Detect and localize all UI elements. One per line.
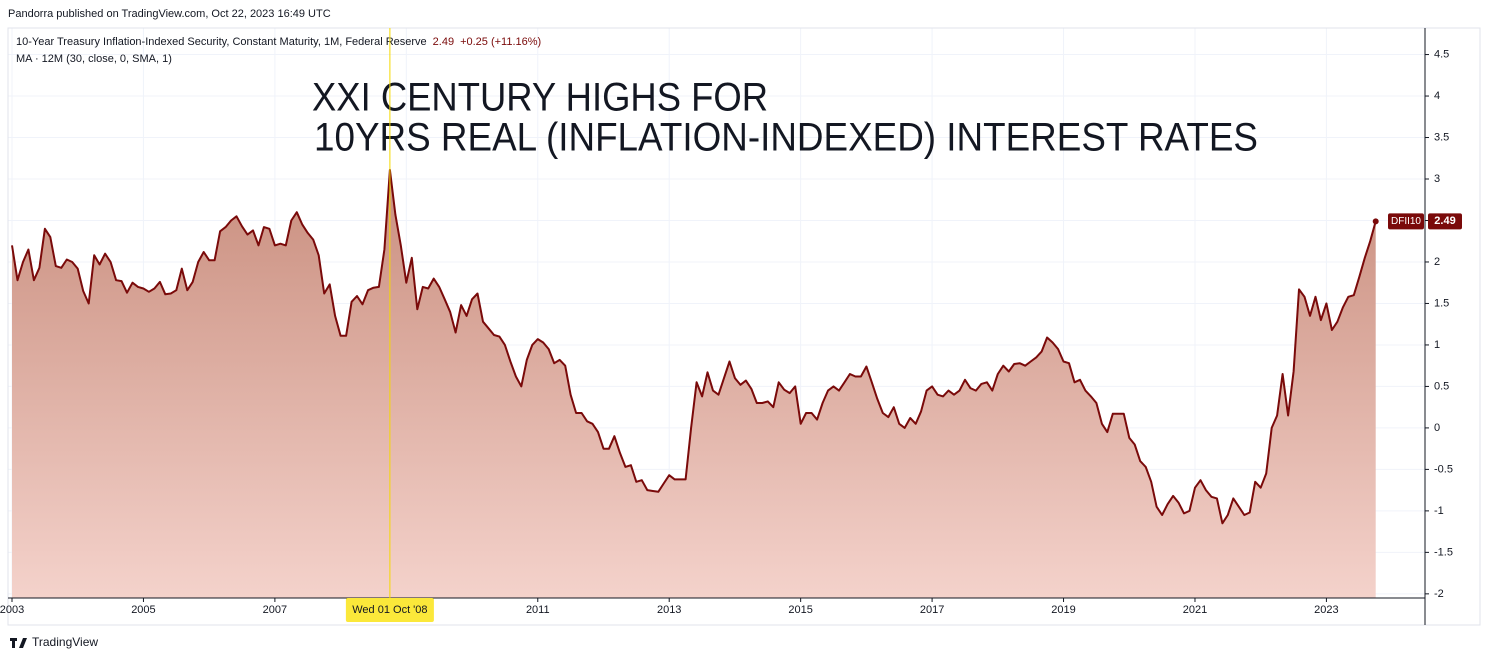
y-tick-label: -2 [1434, 588, 1444, 600]
y-tick-label: 3.5 [1434, 131, 1449, 143]
last-value: 2.49 [1434, 215, 1455, 227]
legend-change: +0.25 (+11.16%) [460, 36, 541, 48]
y-tick-label: -1 [1434, 505, 1444, 517]
last-point [1372, 218, 1379, 225]
y-tick-label: 0.5 [1434, 380, 1449, 392]
annotation: 10YRS REAL (INFLATION-INDEXED) INTEREST … [314, 116, 1258, 160]
publisher: Pandorra published on TradingView.com, O… [8, 8, 331, 20]
legend-title: 10-Year Treasury Inflation-Indexed Secur… [16, 36, 427, 48]
legend-indicator: MA · 12M (30, close, 0, SMA, 1) [16, 53, 172, 65]
x-tick-label: 2013 [657, 604, 681, 616]
x-tick-label: 2017 [920, 604, 944, 616]
y-tick-label: 2 [1434, 256, 1440, 268]
x-tick-label: 2011 [526, 604, 550, 616]
x-tick-label: 2015 [788, 604, 812, 616]
x-tick-label: 2019 [1051, 604, 1075, 616]
frame [7, 27, 1481, 626]
plot [11, 168, 1379, 598]
line [11, 168, 1377, 525]
annotation: XXI CENTURY HIGHS FOR [312, 76, 768, 120]
footer-logo [10, 638, 27, 648]
series-name-badge [1388, 213, 1424, 230]
legend-value: 2.49 [433, 36, 454, 48]
y-tick-label: 1 [1434, 339, 1440, 351]
area-fill [12, 169, 1376, 598]
x-tick-label: 2005 [131, 604, 155, 616]
x-tick-label: 2021 [1183, 604, 1207, 616]
x-tick-label: 2007 [263, 604, 287, 616]
y-tick-label: 4 [1434, 90, 1440, 102]
crosshair-badge [345, 598, 434, 622]
x-tick-label: 2023 [1314, 604, 1338, 616]
y-tick-label: -1.5 [1434, 546, 1453, 558]
last-value-badge [1428, 213, 1462, 230]
x-tick-label: 2003 [0, 604, 24, 616]
series-name: DFII10 [1391, 216, 1421, 227]
y-tick-label: 0 [1434, 422, 1440, 434]
footer-brand: TradingView [32, 635, 98, 649]
y-tick-label: 4.5 [1434, 48, 1449, 60]
y-tick-label: 1.5 [1434, 297, 1449, 309]
y-tick-label: 3 [1434, 173, 1440, 185]
y-tick-label: -0.5 [1434, 463, 1453, 475]
crosshair-label: Wed 01 Oct '08 [352, 604, 427, 616]
